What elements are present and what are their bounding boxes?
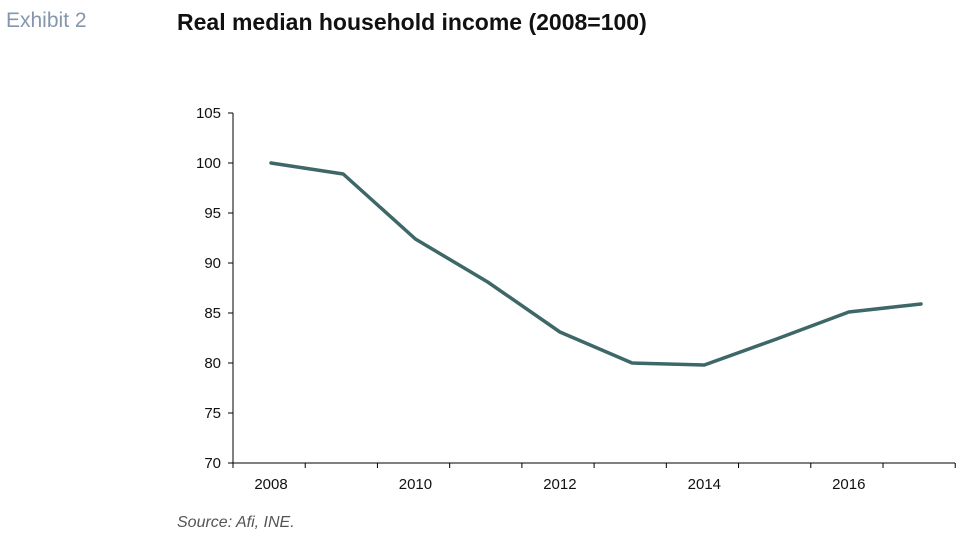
chart-title: Real median household income (2008=100) [177,9,647,35]
x-tick-label: 2008 [254,476,287,493]
series-line [269,161,923,367]
y-tick-label: 90 [204,255,221,272]
x-tick-label: 2016 [832,476,865,493]
series-lines [269,161,923,367]
y-tick-label: 95 [204,205,221,222]
source-note: Source: Afi, INE. [177,514,295,531]
x-tick-label: 2014 [688,476,721,493]
y-tick-label: 75 [204,405,221,422]
axes [228,112,956,468]
x-tick-label: 2012 [543,476,576,493]
y-tick-label: 80 [204,355,221,372]
y-tick-label: 70 [204,455,221,472]
y-tick-label: 105 [196,105,221,122]
y-tick-label: 100 [196,155,221,172]
tick-labels: 70 75 80 85 90 95 100 105 2008 2010 2012 2014 2016 [196,105,865,493]
exhibit-label: Exhibit 2 [6,9,87,32]
y-tick-label: 85 [204,305,221,322]
x-tick-label: 2010 [399,476,432,493]
